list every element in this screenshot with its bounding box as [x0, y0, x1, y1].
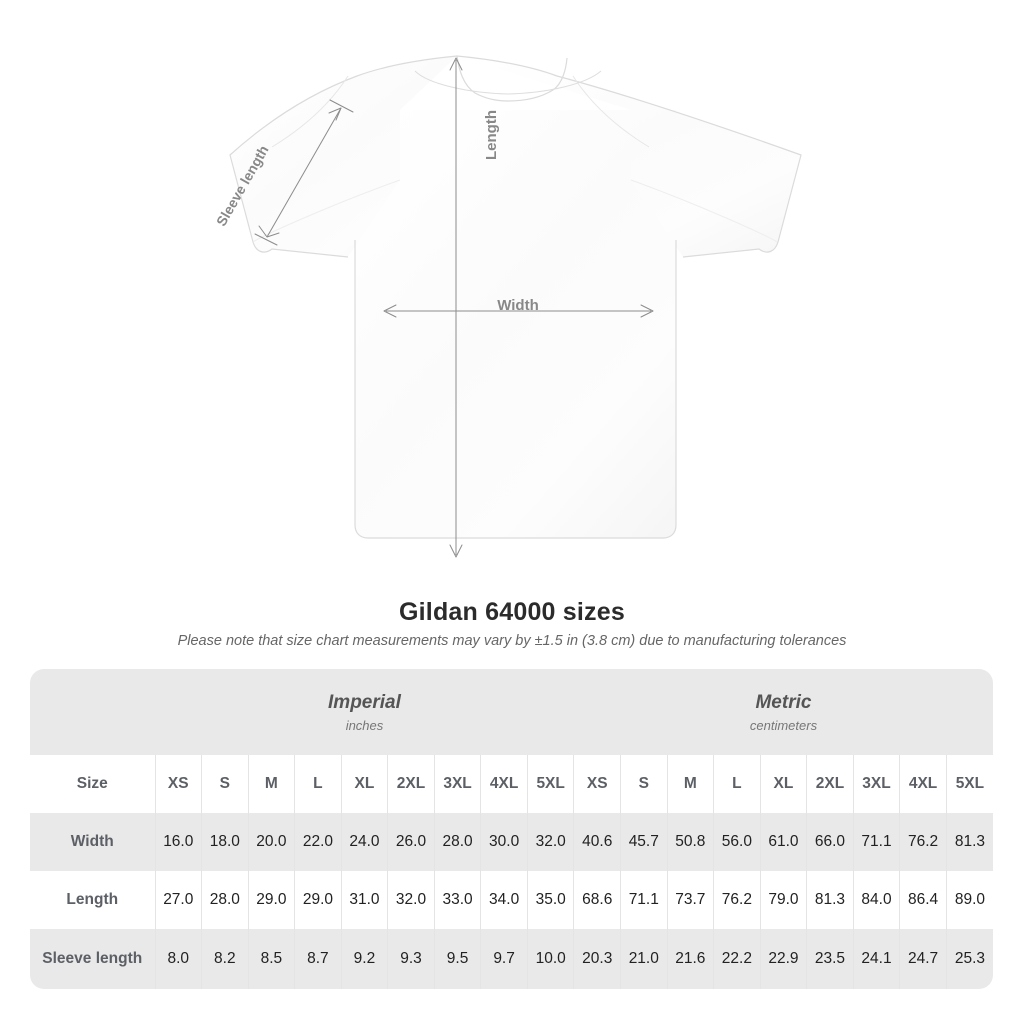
svg-text:Width: Width [497, 297, 539, 314]
